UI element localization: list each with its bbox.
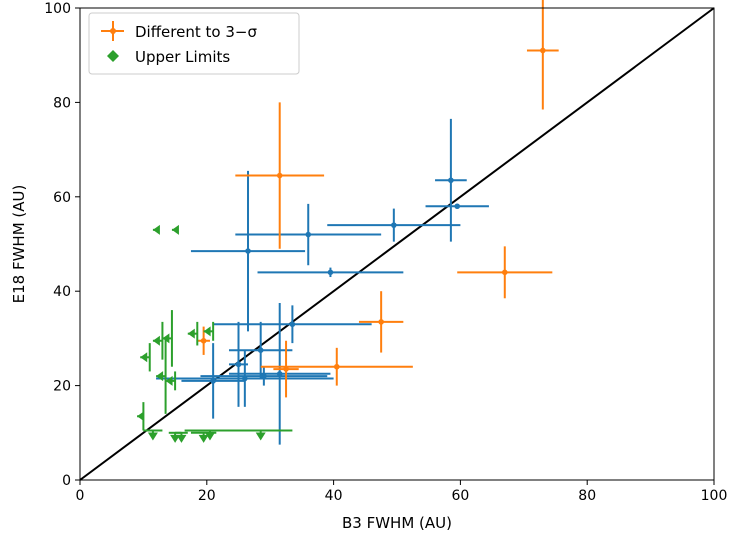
- marker: [200, 337, 207, 344]
- data-point-consistent: [200, 366, 328, 386]
- x-tick-label: 80: [578, 488, 596, 504]
- upper-limit-point: [140, 343, 151, 372]
- data-point-consistent: [435, 118, 467, 242]
- legend-symbol-upper-limits: [107, 50, 119, 62]
- marker: [305, 231, 312, 238]
- limit-arrow-left: [156, 371, 164, 382]
- y-tick-label: 40: [53, 284, 71, 300]
- upper-limit-point: [156, 338, 167, 414]
- marker: [540, 47, 546, 54]
- legend-box: [88, 12, 300, 75]
- marker: [283, 366, 289, 372]
- marker: [327, 269, 334, 276]
- marker: [235, 361, 242, 368]
- limit-arrow-left: [203, 326, 211, 337]
- x-tick-label: 60: [451, 488, 469, 504]
- marker: [448, 177, 454, 184]
- y-tick-label: 0: [62, 473, 71, 489]
- data-point-consistent: [228, 321, 249, 407]
- data-point-consistent: [213, 305, 372, 344]
- x-tick-label: 20: [198, 488, 216, 504]
- upper-limit-point: [152, 321, 164, 360]
- plot-area: [79, 0, 715, 481]
- limit-arrow-down: [170, 434, 181, 443]
- marker: [245, 248, 251, 254]
- upper-limit-point: [165, 371, 177, 391]
- x-tick-label: 100: [701, 488, 728, 504]
- y-tick-label: 100: [44, 1, 71, 17]
- axes: 0 20 40 60 80 100 0 20 40 60 80 100: [44, 1, 727, 504]
- limit-arrow-left: [152, 335, 160, 346]
- upper-limit-point: [175, 431, 188, 443]
- upper-limit-point: [171, 224, 179, 235]
- upper-limit-point: [184, 429, 236, 441]
- legend-label-different: Different to 3−σ: [135, 23, 257, 41]
- marker: [261, 373, 267, 379]
- limit-arrow-down: [255, 432, 266, 441]
- plot-frame: [79, 7, 715, 481]
- limit-arrow-left: [137, 411, 145, 422]
- marker: [257, 347, 264, 354]
- marker: [289, 321, 296, 328]
- limit-arrow-left: [187, 328, 195, 339]
- limit-arrow-down: [176, 434, 187, 443]
- data-point-consistent: [235, 203, 382, 266]
- x-tick-label: 0: [76, 488, 85, 504]
- limit-arrow-left: [152, 224, 160, 235]
- legend-label-upper-limits: Upper Limits: [135, 48, 230, 66]
- marker: [391, 222, 397, 228]
- marker: [276, 172, 283, 179]
- limit-arrow-down: [204, 432, 215, 441]
- marker: [454, 203, 461, 210]
- upper-limit-point: [228, 429, 293, 441]
- data-point-consistent: [327, 208, 461, 242]
- data-point-different: [457, 246, 553, 299]
- data-point-different: [235, 102, 325, 249]
- legend-diamond-icon: [107, 50, 119, 62]
- data-point-consistent: [181, 343, 245, 419]
- x-tick-label: 40: [325, 488, 343, 504]
- x-axis-label: B3 FWHM (AU): [342, 514, 452, 532]
- marker: [210, 378, 216, 384]
- data-point-consistent: [425, 203, 489, 210]
- one-to-one-line: [79, 7, 715, 481]
- y-tick-label: 80: [53, 95, 71, 111]
- limit-arrow-left: [140, 352, 148, 363]
- upper-limit-point: [187, 321, 199, 346]
- upper-limit-point: [203, 321, 215, 341]
- limit-arrow-down: [147, 432, 158, 441]
- upper-limit-point: [137, 402, 145, 431]
- data-point-different: [273, 340, 299, 398]
- limit-arrow-left: [165, 375, 173, 386]
- limit-arrow-left: [171, 224, 179, 235]
- upper-limit-point: [143, 429, 163, 441]
- marker: [501, 269, 508, 276]
- upper-limit-point: [152, 224, 160, 235]
- data-point-consistent: [228, 321, 293, 379]
- data-point-different: [358, 291, 404, 353]
- data-point-consistent: [257, 267, 404, 278]
- data-point-consistent: [190, 170, 306, 332]
- legend-marker: [110, 28, 116, 34]
- marker: [333, 363, 340, 370]
- y-tick-label: 60: [53, 190, 71, 206]
- limit-arrow-down: [198, 434, 209, 443]
- legend-symbol-different: [101, 21, 124, 41]
- y-tick-label: 20: [53, 379, 71, 395]
- marker: [378, 319, 384, 325]
- y-axis-label: E18 FWHM (AU): [10, 185, 28, 304]
- legend: Different to 3−σ Upper Limits: [88, 12, 300, 75]
- data-point-different: [526, 0, 559, 110]
